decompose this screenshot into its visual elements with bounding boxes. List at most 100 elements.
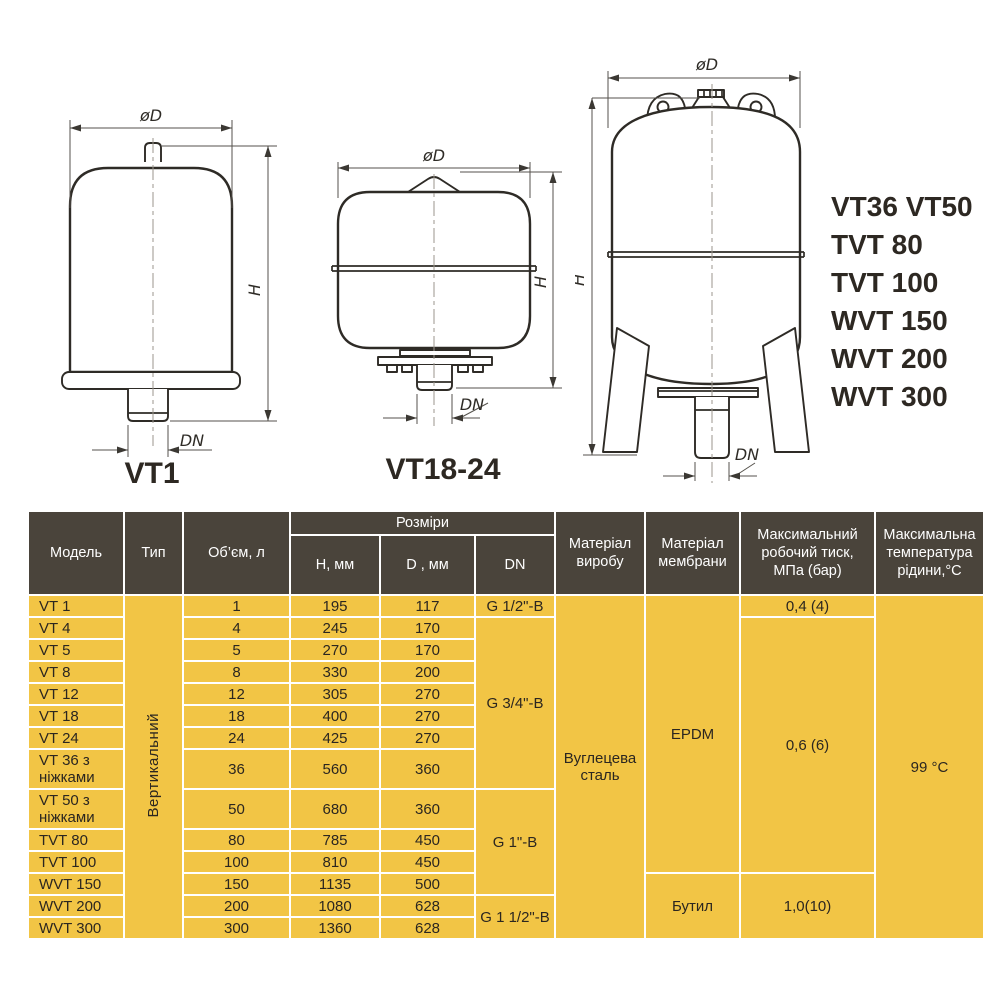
table-row: WVT 300 300 1360 628 (27, 916, 984, 941)
cell-volume: 4 (182, 616, 291, 641)
cell-h: 785 (289, 828, 381, 853)
model-list-item: WVT 150 (831, 305, 948, 336)
cell-model: WVT 150 (27, 872, 125, 897)
header-d: D , мм (379, 534, 476, 597)
cell-volume: 18 (182, 704, 291, 729)
cell-model: TVT 100 (27, 850, 125, 875)
cell-model: VT 5 (27, 638, 125, 663)
vt1-diameter-label: øD (139, 106, 162, 125)
cell-h: 810 (289, 850, 381, 875)
vt18-height-label: H (531, 276, 550, 288)
table-row: VT 8 8 330 200 (27, 660, 984, 685)
spec-table: Модель Тип Об’єм, л Розміри Матеріал вир… (27, 509, 985, 941)
cell-h: 1135 (289, 872, 381, 897)
cell-volume: 24 (182, 726, 291, 751)
table-row: VT 1 Вертикальний 1 195 117 G 1/2"-B Вуг… (27, 594, 985, 941)
table-row: VT 18 18 400 270 (27, 704, 984, 729)
header-sizes: Розміри (289, 509, 556, 537)
vt1-technical-drawing: øD H DN VT1 (61, 106, 277, 490)
cell-h: 1080 (289, 894, 381, 919)
cell-volume: 50 (182, 788, 291, 831)
table-row: TVT 80 80 785 450 (27, 828, 984, 853)
cell-h: 680 (289, 788, 381, 831)
cell-h: 305 (289, 682, 381, 707)
cell-type: Вертикальний (123, 594, 184, 941)
table-row: VT 36 з ніжками 36 560 360 (27, 748, 984, 791)
cell-h: 400 (289, 704, 381, 729)
header-membrane: Матеріал мембрани (644, 509, 741, 597)
cell-d: 117 (379, 594, 476, 619)
cell-material: Вуглецева сталь (554, 594, 646, 941)
table-row: VT 5 5 270 170 (27, 638, 984, 663)
cell-dn: G 1 1/2"-B (474, 894, 556, 941)
table-row: WVT 150 150 1135 500 Бутил 1,0(10) (27, 872, 984, 941)
vt1-bottom-flange (61, 371, 241, 390)
cell-d: 270 (379, 682, 476, 707)
cell-d: 450 (379, 850, 476, 875)
cell-d: 170 (379, 638, 476, 663)
cell-temperature: 99 °С (874, 594, 985, 941)
cell-pressure: 0,4 (4) (739, 594, 876, 619)
table-row: VT 4 4 245 170 G 3/4"-B 0,6 (6) (27, 616, 984, 875)
cell-membrane: Бутил (644, 872, 741, 941)
cell-h: 560 (289, 748, 381, 791)
cell-model: WVT 200 (27, 894, 125, 919)
cell-dn: G 1/2"-B (474, 594, 556, 619)
header-volume: Об’єм, л (182, 509, 291, 597)
model-list-item: TVT 100 (831, 267, 939, 298)
header-pressure: Максимальний робочий тиск, МПа (бар) (739, 509, 876, 597)
cell-h: 330 (289, 660, 381, 685)
large-tank-dn-label: DN (735, 445, 759, 464)
cell-h: 195 (289, 594, 381, 619)
cell-volume: 200 (182, 894, 291, 919)
vt18-diameter-label: øD (422, 146, 445, 165)
header-h: H, мм (289, 534, 381, 597)
cell-d: 360 (379, 748, 476, 791)
cell-volume: 300 (182, 916, 291, 941)
cell-d: 628 (379, 916, 476, 941)
cell-d: 360 (379, 788, 476, 831)
large-tank-outline (610, 105, 802, 386)
cell-h: 270 (289, 638, 381, 663)
model-list-item: WVT 200 (831, 343, 948, 374)
cell-model: VT 8 (27, 660, 125, 685)
large-tank-model-list: VT36 VT50 TVT 80 TVT 100 WVT 150 WVT 200… (831, 188, 973, 416)
cell-volume: 8 (182, 660, 291, 685)
cell-h: 245 (289, 616, 381, 641)
cell-h: 425 (289, 726, 381, 751)
cell-volume: 5 (182, 638, 291, 663)
cell-dn: G 1"-B (474, 788, 556, 897)
cell-d: 270 (379, 704, 476, 729)
header-type: Тип (123, 509, 184, 597)
cell-pressure: 1,0(10) (739, 872, 876, 941)
model-list-item: WVT 300 (831, 381, 948, 412)
type-vertical-text: Вертикальний (145, 712, 162, 818)
table-row: VT 50 з ніжками 50 680 360 G 1"-B (27, 788, 984, 897)
cell-d: 200 (379, 660, 476, 685)
cell-dn: G 3/4"-B (474, 616, 556, 791)
cell-model: VT 4 (27, 616, 125, 641)
bottom-flange-plate (657, 387, 759, 398)
model-list-item: VT36 VT50 (831, 191, 973, 222)
vt1-tank-outline (68, 166, 234, 374)
cell-volume: 80 (182, 828, 291, 853)
cell-h: 1360 (289, 916, 381, 941)
vt1-dn-label: DN (180, 431, 204, 450)
right-leg (762, 327, 810, 453)
vt18-24-technical-drawing: øD H DN VT18-24 (331, 146, 562, 486)
cell-model: VT 18 (27, 704, 125, 729)
vt1-figure-label: VT1 (124, 457, 179, 490)
header-material: Матеріал виробу (554, 509, 646, 597)
table-row: VT 24 24 425 270 (27, 726, 984, 751)
cell-volume: 100 (182, 850, 291, 875)
cell-pressure: 0,6 (6) (739, 616, 876, 875)
cell-d: 500 (379, 872, 476, 897)
cell-volume: 1 (182, 594, 291, 619)
vt18-flange-plate (377, 356, 493, 366)
table-row: VT 12 12 305 270 (27, 682, 984, 707)
cell-volume: 36 (182, 748, 291, 791)
cell-model: VT 1 (27, 594, 125, 619)
large-tank-diameter-label: øD (695, 55, 718, 74)
table-row: WVT 200 200 1080 628 G 1 1/2"-B (27, 894, 984, 941)
